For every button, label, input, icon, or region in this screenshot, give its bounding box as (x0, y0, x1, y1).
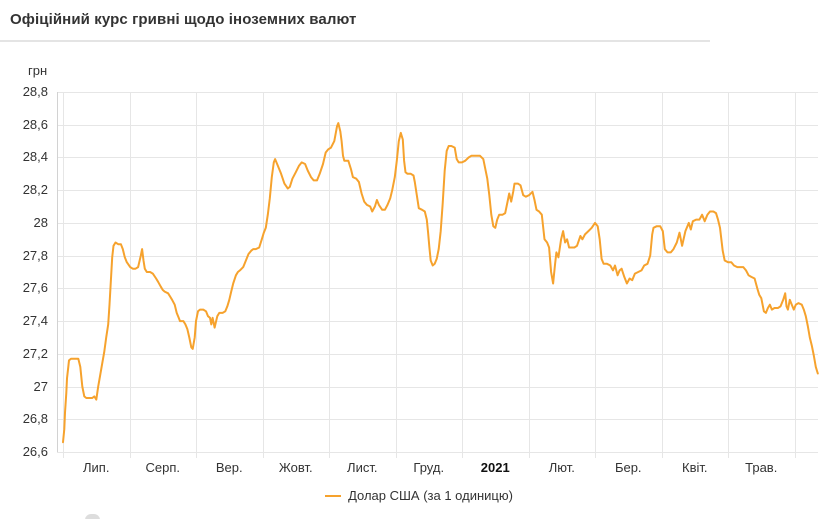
x-tick-label: Вер. (215, 460, 243, 475)
y-tick-label: 27,4 (22, 313, 48, 329)
page-title: Офіційний курс гривні щодо іноземних вал… (10, 11, 357, 28)
y-axis-unit-label: грн (28, 63, 48, 78)
partial-bottom-element (85, 514, 100, 519)
y-tick-label: 27,6 (22, 280, 48, 296)
y-tick-label: 27,8 (22, 247, 48, 263)
y-tick-label: 27,2 (22, 345, 48, 361)
y-tick-label: 28,2 (22, 182, 48, 198)
y-tick-label: 26,6 (22, 444, 48, 459)
y-tick-label: 27 (33, 378, 48, 394)
x-tick-label: Лип. (83, 460, 110, 475)
series-line-usd[interactable] (62, 122, 819, 444)
x-tick-label: Лист. (347, 460, 378, 475)
y-tick-label: 28,8 (22, 84, 48, 99)
y-tick-label: 28 (33, 214, 48, 230)
legend-label: Долар США (за 1 одиницю) (348, 488, 513, 503)
widget-header: Офіційний курс гривні щодо іноземних вал… (0, 0, 710, 42)
x-tick-label: 2021 (480, 460, 510, 475)
legend-line-marker (325, 494, 342, 497)
x-tick-label: Груд. (413, 460, 445, 475)
legend-item-usd[interactable]: Долар США (за 1 одиницю) (0, 488, 838, 503)
x-tick-label: Квіт. (682, 460, 708, 475)
x-tick-label: Бер. (614, 460, 642, 475)
x-tick-label: Лют. (548, 460, 575, 475)
x-tick-label: Жовт. (278, 460, 313, 475)
y-tick-label: 26,8 (22, 411, 48, 427)
x-tick-label: Серп. (145, 460, 181, 475)
y-tick-label: 28,4 (22, 149, 48, 165)
y-tick-label: 28,6 (22, 116, 48, 132)
x-tick-label: Трав. (745, 460, 778, 475)
